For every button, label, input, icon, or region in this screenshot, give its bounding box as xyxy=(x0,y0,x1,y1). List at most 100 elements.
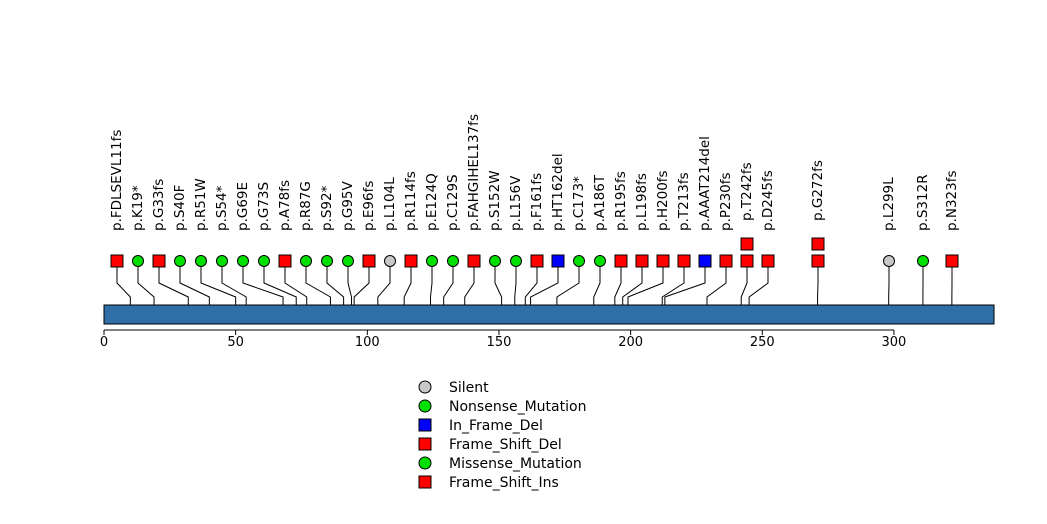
mutation-marker[interactable] xyxy=(362,254,376,268)
mutation-marker[interactable] xyxy=(510,255,522,267)
mutation-stem xyxy=(593,261,601,305)
mutation-label: p.E96fs xyxy=(361,181,377,231)
mutation-marker[interactable] xyxy=(132,255,144,267)
mutation-marker[interactable] xyxy=(174,255,186,267)
legend-label: Nonsense_Mutation xyxy=(449,399,586,415)
mutation-marker[interactable] xyxy=(740,237,754,251)
mutation-label: p.A186T xyxy=(592,174,608,231)
mutation-label: p.P230fs xyxy=(718,172,734,231)
mutation-marker[interactable] xyxy=(811,237,825,251)
mutation-label: p.R195fs xyxy=(613,171,629,231)
mutation-marker[interactable] xyxy=(447,255,459,267)
mutation-label: p.G272fs xyxy=(810,160,826,221)
mutation-marker[interactable] xyxy=(342,255,354,267)
mutation-label: p.S40F xyxy=(172,185,188,231)
mutation-marker[interactable] xyxy=(489,255,501,267)
mutation-label: p.FDLSEVL11fs xyxy=(109,130,125,231)
mutation-marker[interactable] xyxy=(761,254,775,268)
mutation-label: p.AAAT214del xyxy=(697,136,713,231)
mutation-marker[interactable] xyxy=(152,254,166,268)
x-tick-label: 0 xyxy=(100,335,108,350)
mutation-stem xyxy=(353,261,370,305)
mutation-label: p.H200fs xyxy=(655,170,671,231)
mutation-marker[interactable] xyxy=(278,254,292,268)
mutation-stem xyxy=(556,261,580,305)
mutation-labels: p.FDLSEVL11fs p.K19* p.G33fs p.S40F p.R51W p.… xyxy=(109,114,960,231)
x-axis: 0 50 100 150 200 250 300 xyxy=(100,329,907,350)
mutation-stem xyxy=(158,261,189,305)
x-tick-label: 200 xyxy=(618,335,643,350)
mutation-stem xyxy=(326,261,345,305)
mutation-stem xyxy=(284,261,308,305)
mutation-stem xyxy=(377,261,391,305)
mutation-marker[interactable] xyxy=(384,255,396,267)
mutation-marker[interactable] xyxy=(195,255,207,267)
x-tick-label: 300 xyxy=(882,335,907,350)
mutation-marker[interactable] xyxy=(719,254,733,268)
mutation-stem xyxy=(748,261,769,305)
mutation-label: p.F161fs xyxy=(529,173,545,231)
mutation-label: p.L198fs xyxy=(634,173,650,231)
mutation-marker[interactable] xyxy=(237,255,249,267)
mutation-marker[interactable] xyxy=(530,254,544,268)
mutation-marker[interactable] xyxy=(883,255,895,267)
legend: Silent Nonsense_Mutation In_Frame_Del Frame… xyxy=(418,380,586,491)
mutation-markers xyxy=(110,237,959,268)
mutation-label: p.S92* xyxy=(319,185,335,231)
mutation-marker[interactable] xyxy=(945,254,959,268)
mutation-label: p.T242fs xyxy=(739,162,755,221)
mutation-stem xyxy=(403,261,412,305)
mutation-label: p.E124Q xyxy=(424,173,440,231)
mutation-marker[interactable] xyxy=(300,255,312,267)
x-tick-label: 100 xyxy=(355,335,380,350)
mutation-stem xyxy=(622,261,643,305)
mutation-marker[interactable] xyxy=(216,255,228,267)
mutation-label: p.C173* xyxy=(571,176,587,231)
mutation-stem xyxy=(263,261,297,305)
mutation-label: p.S54* xyxy=(214,185,230,231)
mutation-label: p.S152W xyxy=(487,170,503,231)
legend-marker xyxy=(418,418,432,432)
mutation-stem xyxy=(514,261,517,305)
mutation-stems xyxy=(116,261,953,305)
mutation-marker[interactable] xyxy=(740,254,754,268)
mutation-marker[interactable] xyxy=(677,254,691,268)
mutation-marker[interactable] xyxy=(635,254,649,268)
mutation-marker[interactable] xyxy=(573,255,585,267)
mutation-stem xyxy=(464,261,475,305)
mutation-stem xyxy=(116,261,131,305)
mutation-label: p.C129S xyxy=(445,174,461,231)
mutation-label: p.G73S xyxy=(256,182,272,231)
mutation-label: p.FAHGIHEL137fs xyxy=(466,114,482,231)
mutation-label: p.L156V xyxy=(508,175,524,231)
mutation-marker[interactable] xyxy=(321,255,333,267)
mutation-marker[interactable] xyxy=(698,254,712,268)
mutation-label: p.G95V xyxy=(340,181,356,232)
mutation-stem xyxy=(221,261,247,305)
mutation-label: p.A78fs xyxy=(277,180,293,231)
legend-label: Frame_Shift_Ins xyxy=(449,475,559,491)
mutation-marker[interactable] xyxy=(426,255,438,267)
legend-marker xyxy=(418,380,432,394)
x-tick-label: 250 xyxy=(750,335,775,350)
legend-marker xyxy=(418,437,432,451)
mutation-marker[interactable] xyxy=(594,255,606,267)
legend-marker xyxy=(418,475,432,489)
mutation-marker[interactable] xyxy=(917,255,929,267)
mutation-marker[interactable] xyxy=(811,254,825,268)
legend-marker xyxy=(418,399,432,413)
mutation-marker[interactable] xyxy=(110,254,124,268)
mutation-marker[interactable] xyxy=(258,255,270,267)
mutation-marker[interactable] xyxy=(404,254,418,268)
legend-label: Frame_Shift_Del xyxy=(449,437,562,453)
mutation-label: p.S312R xyxy=(915,174,931,231)
mutation-label: p.G69E xyxy=(235,182,251,231)
mutation-stem xyxy=(664,261,706,305)
mutation-marker[interactable] xyxy=(551,254,565,268)
mutation-marker[interactable] xyxy=(614,254,628,268)
mutation-stem xyxy=(706,261,727,305)
mutation-marker[interactable] xyxy=(656,254,670,268)
mutation-label: p.R114fs xyxy=(403,171,419,231)
mutation-marker[interactable] xyxy=(467,254,481,268)
mutation-label: p.K19* xyxy=(130,185,146,231)
